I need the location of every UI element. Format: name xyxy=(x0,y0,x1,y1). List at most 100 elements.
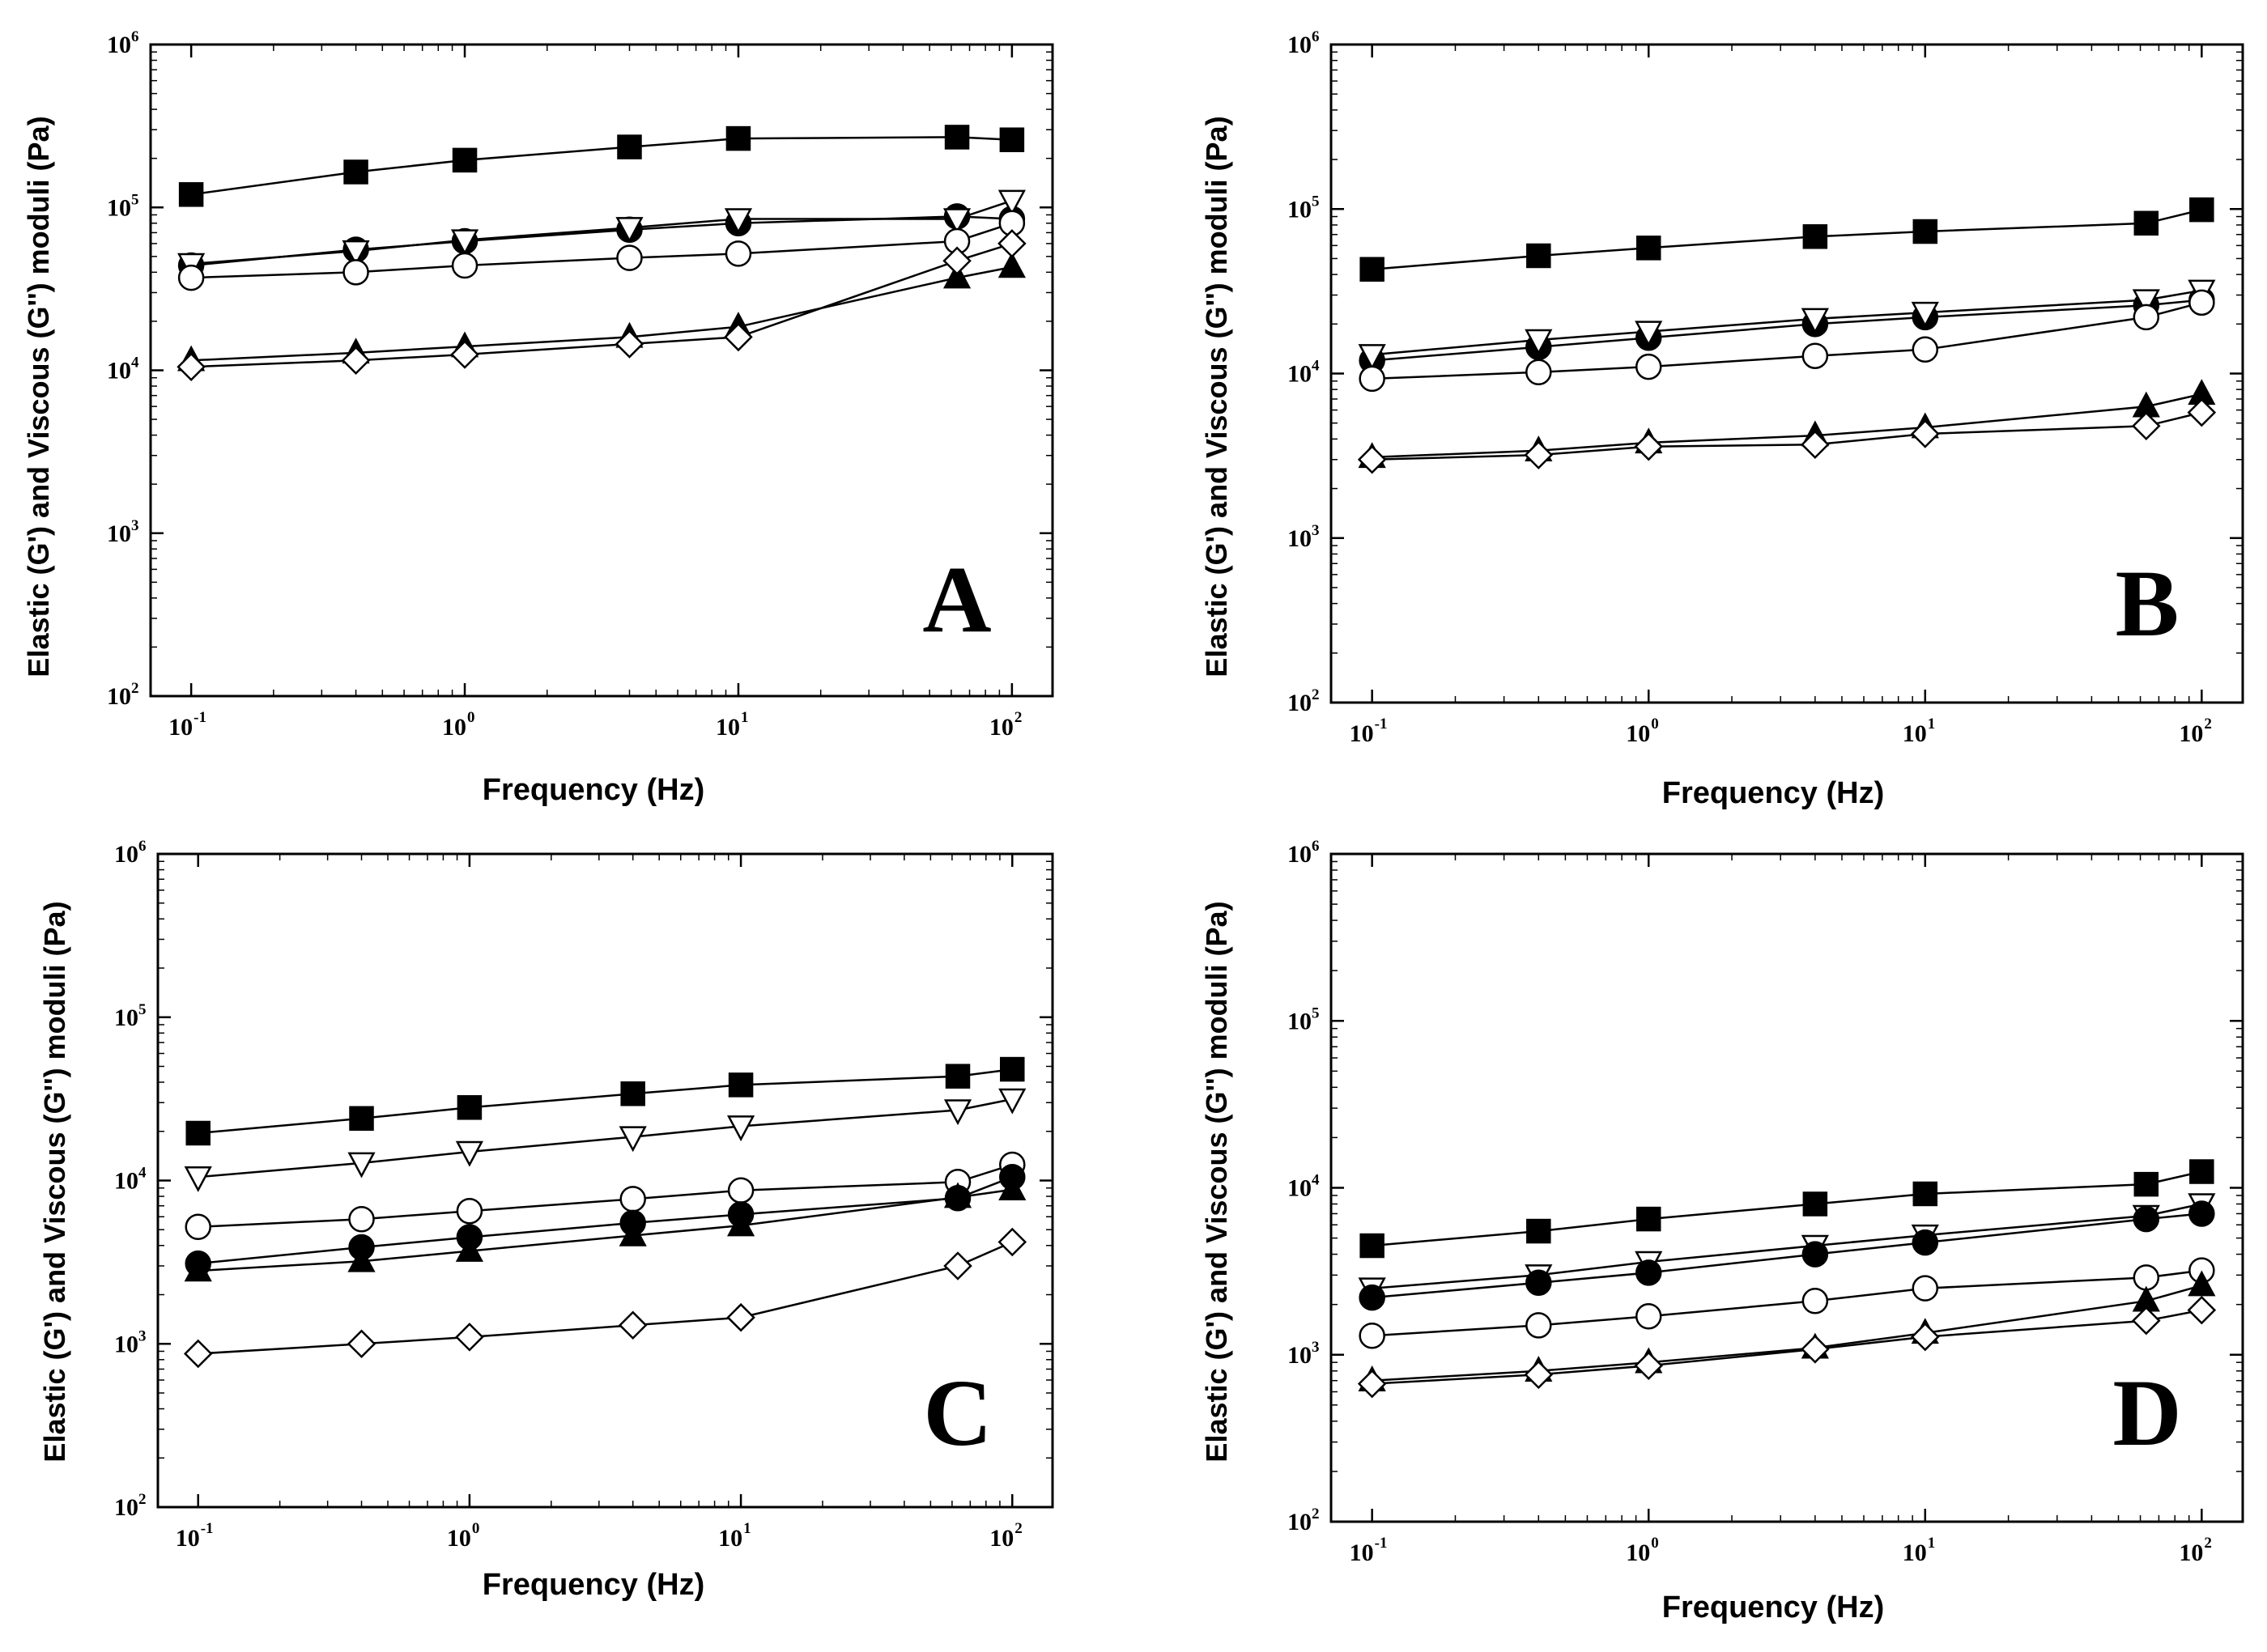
marker-filled-circle xyxy=(1635,1259,1662,1286)
panel-letter: D xyxy=(2112,1360,2181,1466)
x-tick-label: 10 xyxy=(447,1525,471,1552)
marker-filled-triangle-up xyxy=(619,1220,647,1246)
marker-filled-square xyxy=(620,1081,645,1106)
marker-open-diamond xyxy=(726,1302,755,1332)
marker-filled-triangle-up xyxy=(347,1246,376,1272)
marker-open-diamond xyxy=(177,352,206,382)
x-tick-label: 10 xyxy=(1350,1539,1374,1566)
x-tick-label: 10 xyxy=(168,714,193,741)
marker-open-diamond xyxy=(1524,440,1554,469)
marker-open-diamond xyxy=(347,1329,376,1359)
marker-open-triangle-down xyxy=(1358,344,1386,370)
marker-open-triangle-down xyxy=(619,1126,647,1153)
y-tick-label: 10 xyxy=(114,1004,138,1031)
marker-filled-square xyxy=(343,159,368,185)
series-line-open-circle xyxy=(1372,301,2202,380)
series-line-filled-square xyxy=(1372,1170,2202,1247)
marker-filled-square xyxy=(725,125,751,151)
marker-open-diamond xyxy=(1911,419,1940,448)
marker-open-circle xyxy=(1635,353,1662,380)
marker-open-circle xyxy=(185,1213,211,1241)
panel-letter: A xyxy=(922,546,991,652)
y-tick-exponent: 6 xyxy=(1312,838,1320,855)
marker-open-circle xyxy=(727,1177,755,1204)
x-tick-label: 10 xyxy=(1626,1539,1650,1566)
y-tick-exponent: 3 xyxy=(1312,1339,1320,1356)
marker-open-diamond xyxy=(183,1339,213,1369)
marker-open-diamond xyxy=(455,1323,484,1352)
y-axis-label: Elastic (G') and Viscous (G'') moduli (P… xyxy=(22,116,55,677)
plot-frame xyxy=(1329,43,2244,704)
x-tick-exponent: 1 xyxy=(1928,716,1936,733)
marker-filled-triangle-up xyxy=(455,1235,483,1262)
y-tick-label: 10 xyxy=(107,358,131,384)
x-axis-label: Frequency (Hz) xyxy=(1662,1590,1884,1624)
panel-letter: B xyxy=(2116,550,2180,656)
marker-filled-square xyxy=(452,147,478,173)
marker-open-diamond xyxy=(615,329,644,359)
plot-frame xyxy=(156,852,1054,1509)
marker-filled-square xyxy=(2189,1159,2214,1184)
panel-letter: C xyxy=(923,1360,992,1466)
marker-open-diamond xyxy=(1357,445,1387,474)
marker-open-circle xyxy=(451,252,478,279)
y-tick-exponent: 5 xyxy=(138,1001,147,1018)
marker-filled-square xyxy=(945,1064,971,1089)
x-tick-exponent: 1 xyxy=(741,709,749,726)
marker-open-triangle-down xyxy=(450,229,479,256)
y-tick-exponent: 4 xyxy=(131,355,139,372)
x-axis-label: Frequency (Hz) xyxy=(483,1568,704,1602)
marker-open-triangle-down xyxy=(615,217,644,244)
marker-open-circle xyxy=(177,264,205,291)
marker-filled-square xyxy=(178,182,204,207)
x-tick-exponent: 2 xyxy=(2204,716,2212,733)
marker-open-circle xyxy=(348,1205,375,1233)
x-tick-exponent: 1 xyxy=(743,1520,751,1537)
x-tick-exponent: 0 xyxy=(1651,1535,1659,1552)
x-tick-exponent: -1 xyxy=(1375,1535,1388,1552)
series-line-filled-square xyxy=(1372,208,2202,270)
marker-filled-triangle-up xyxy=(727,1210,755,1237)
marker-filled-square xyxy=(1000,1056,1025,1082)
marker-open-diamond xyxy=(1801,430,1830,460)
marker-open-diamond xyxy=(997,1227,1027,1257)
marker-open-circle xyxy=(1525,359,1552,386)
x-tick-exponent: 0 xyxy=(472,1520,480,1537)
y-tick-exponent: 5 xyxy=(1312,1004,1320,1021)
marker-filled-triangle-up xyxy=(997,252,1026,278)
marker-filled-square xyxy=(1526,243,1551,269)
series-line-open-triangle-down xyxy=(198,1098,1013,1178)
x-tick-label: 10 xyxy=(1626,720,1650,747)
marker-open-circle xyxy=(725,240,752,267)
marker-open-circle xyxy=(2133,304,2160,331)
x-tick-exponent: 0 xyxy=(1651,716,1659,733)
y-tick-label: 10 xyxy=(114,1331,138,1357)
marker-filled-square xyxy=(1802,1191,1828,1217)
marker-filled-square xyxy=(2133,1171,2159,1197)
series-line-open-triangle-down xyxy=(1372,1203,2202,1289)
marker-filled-square xyxy=(944,125,970,150)
x-tick-label: 10 xyxy=(2179,720,2203,747)
y-tick-exponent: 2 xyxy=(138,1491,147,1508)
x-tick-exponent: -1 xyxy=(194,709,206,726)
y-axis-label: Elastic (G') and Viscous (G'') moduli (P… xyxy=(38,901,71,1462)
marker-filled-square xyxy=(1635,1206,1661,1232)
y-tick-label: 10 xyxy=(1287,1509,1312,1535)
y-tick-label: 10 xyxy=(1287,841,1312,868)
marker-open-diamond xyxy=(1524,1360,1554,1390)
marker-open-triangle-down xyxy=(1801,308,1829,334)
marker-open-triangle-down xyxy=(342,240,370,266)
marker-filled-triangle-up xyxy=(2188,1270,2216,1297)
marker-open-diamond xyxy=(2132,411,2161,441)
marker-open-triangle-down xyxy=(998,1088,1027,1115)
marker-open-triangle-down xyxy=(1635,321,1663,347)
y-tick-label: 10 xyxy=(1287,32,1312,58)
marker-open-diamond xyxy=(724,322,753,352)
marker-open-triangle-down xyxy=(1525,329,1553,355)
marker-open-diamond xyxy=(1634,1351,1663,1381)
marker-filled-triangle-up xyxy=(184,1255,212,1282)
marker-open-diamond xyxy=(618,1310,648,1340)
x-tick-label: 10 xyxy=(1903,1539,1927,1566)
